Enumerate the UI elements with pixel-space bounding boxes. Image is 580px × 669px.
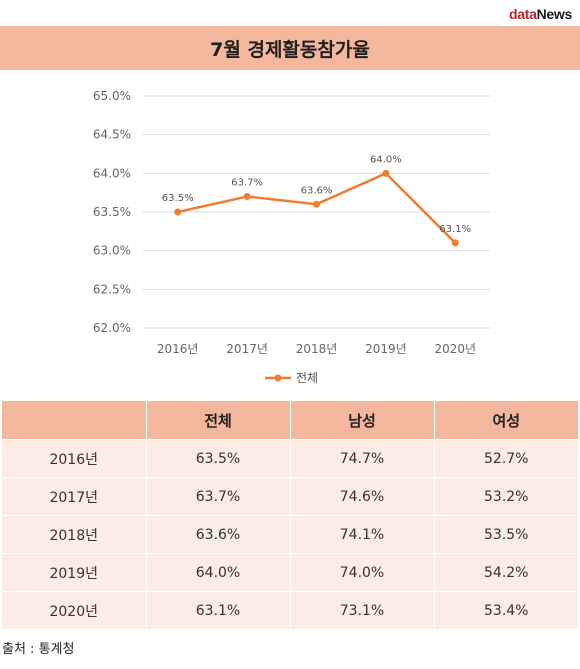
row-male: 73.1% [290,591,435,629]
row-year: 2018년 [2,515,147,554]
table-row: 2016년 63.5% 74.7% 52.7% [2,439,578,478]
row-year: 2016년 [2,439,147,478]
row-male: 74.1% [290,515,435,554]
row-total: 63.7% [146,477,291,516]
y-tick-label: 63.5% [93,205,131,219]
data-point [243,193,251,201]
y-axis-ticks: 65.0% 64.5% 64.0% 63.5% 63.0% 62.5% 62.0% [93,89,131,335]
row-male: 74.7% [290,439,435,478]
x-tick-label: 2016년 [157,342,199,356]
legend-label: 전체 [296,371,318,385]
data-table: 전체 남성 여성 2016년 63.5% 74.7% 52.7% 2017년 6… [2,401,578,629]
row-total: 64.0% [146,553,291,592]
data-label: 63.1% [439,224,471,235]
header-cell-corner [2,401,147,440]
table-row: 2020년 63.1% 73.1% 53.4% [2,591,578,629]
data-label: 63.7% [231,178,263,189]
y-tick-label: 64.5% [93,128,131,142]
x-tick-label: 2018년 [296,342,338,356]
table-header-row: 전체 남성 여성 [2,401,578,440]
row-female: 54.2% [434,553,578,592]
data-label: 64.0% [370,154,402,165]
data-label: 63.5% [162,193,194,204]
x-tick-label: 2019년 [365,342,407,356]
table-row: 2019년 64.0% 74.0% 54.2% [2,553,578,592]
table-row: 2018년 63.6% 74.1% 53.5% [2,515,578,554]
legend-marker-icon [274,374,282,382]
y-tick-label: 63.0% [93,244,131,258]
datanews-logo: dataNews [509,6,572,22]
row-female: 53.4% [434,591,578,629]
y-tick-label: 62.5% [93,282,131,296]
row-male: 74.6% [290,477,435,516]
row-total: 63.5% [146,439,291,478]
x-tick-label: 2017년 [226,342,268,356]
row-total: 63.6% [146,515,291,554]
data-point [382,169,390,177]
y-tick-label: 62.0% [93,321,131,335]
line-chart: 65.0% 64.5% 64.0% 63.5% 63.0% 62.5% 62.0% 2016… [93,89,490,385]
row-male: 74.0% [290,553,435,592]
gridlines [143,95,490,329]
data-point [313,200,320,208]
header-cell-total: 전체 [146,401,291,440]
row-year: 2020년 [2,591,147,629]
legend: 전체 [265,371,318,385]
series-line [177,172,457,244]
row-female: 52.7% [434,439,578,478]
x-axis-ticks: 2016년 2017년 2018년 2019년 2020년 [157,342,476,356]
x-tick-label: 2020년 [435,342,477,356]
header-cell-female: 여성 [434,401,578,440]
row-year: 2017년 [2,477,147,516]
data-labels: 63.5% 63.7% 63.6% 64.0% 63.1% [162,154,471,235]
data-point [451,239,459,247]
data-label: 63.6% [301,185,333,196]
y-tick-label: 65.0% [93,89,131,103]
table-row: 2017년 63.7% 74.6% 53.2% [2,477,578,516]
series-total [174,169,459,247]
header-cell-male: 남성 [290,401,435,440]
row-female: 53.2% [434,477,578,516]
row-female: 53.5% [434,515,578,554]
data-point [174,208,182,216]
logo-news-text: News [536,6,573,22]
title-banner: 7월 경제활동참가율 [0,26,580,70]
row-year: 2019년 [2,553,147,592]
logo-data-text: data [509,6,537,22]
y-tick-label: 64.0% [93,166,131,180]
source-note: 출처 : 통계청 [2,642,75,657]
chart-title: 7월 경제활동참가율 [210,38,370,61]
row-total: 63.1% [146,591,291,629]
